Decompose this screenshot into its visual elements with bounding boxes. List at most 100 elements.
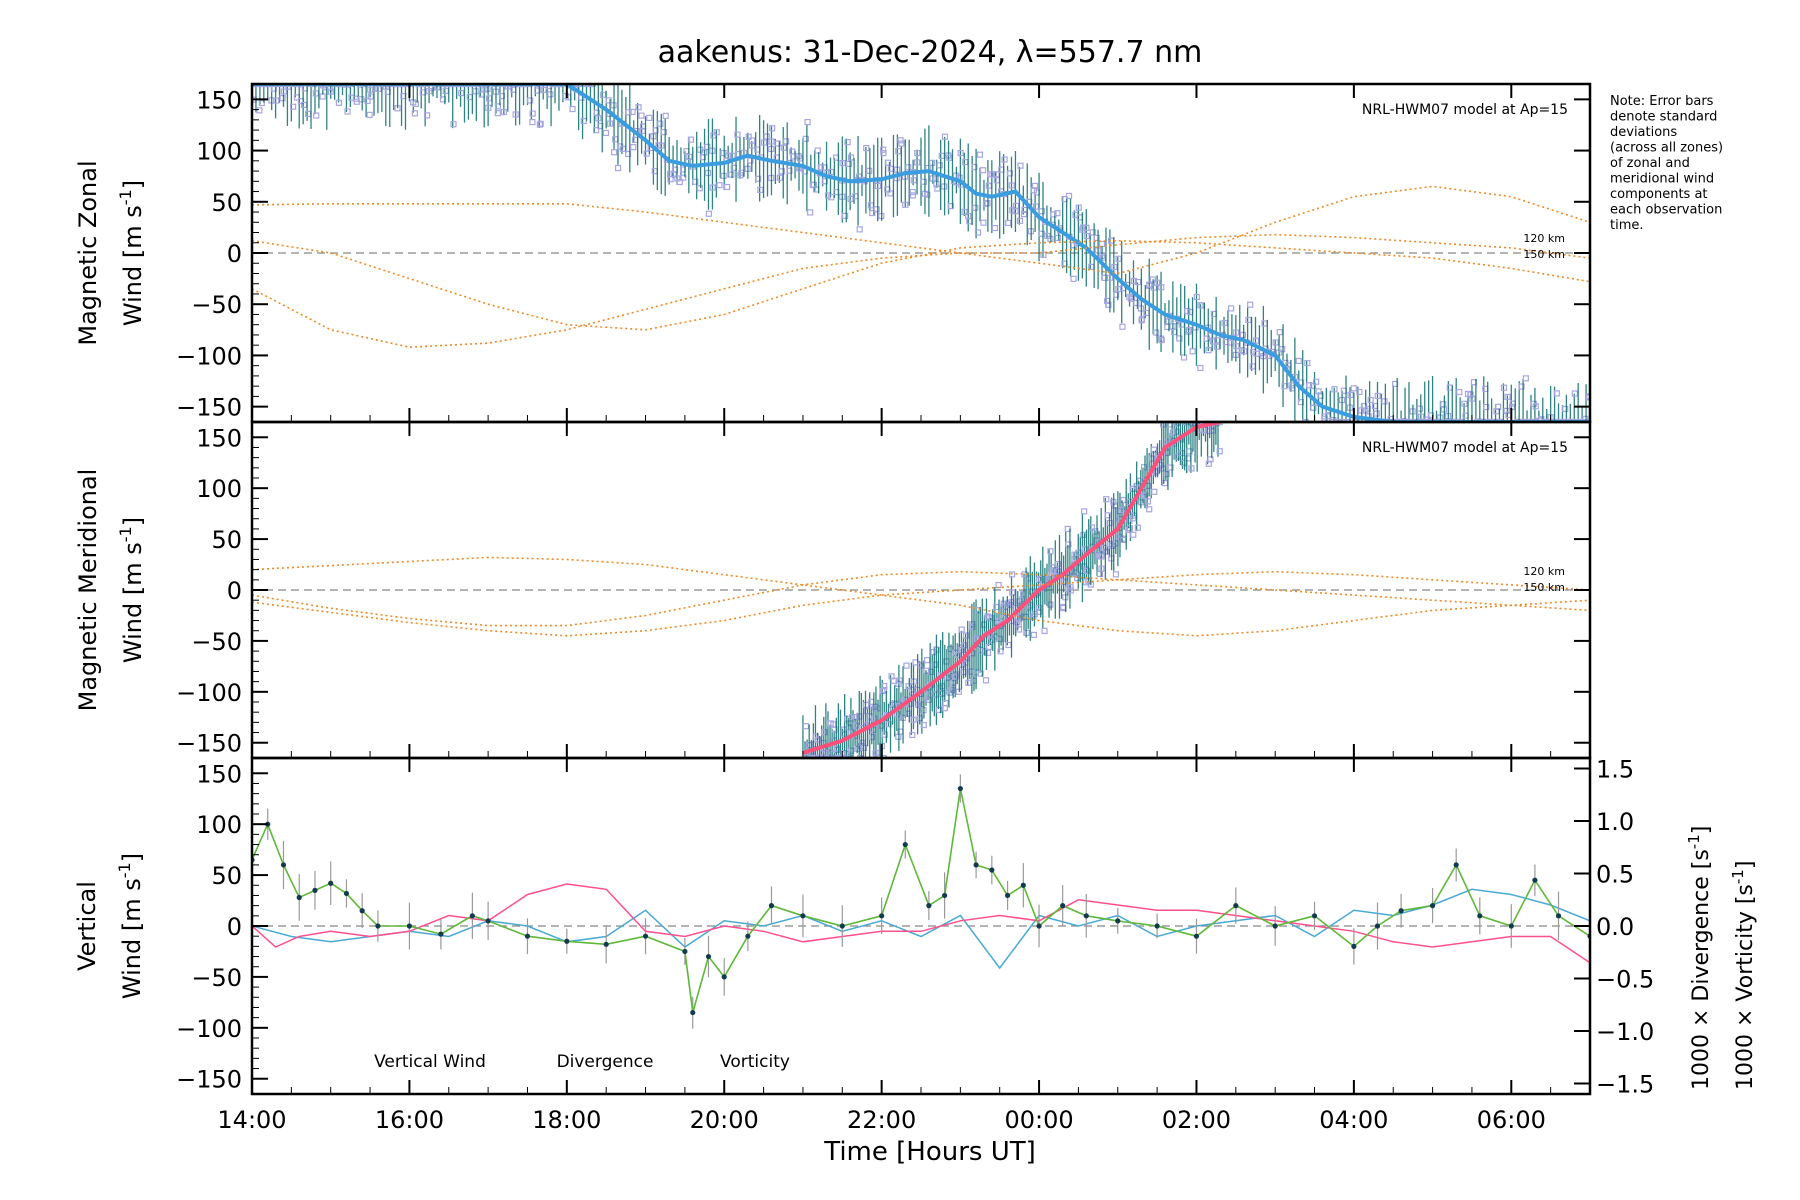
sample-point [734,131,741,138]
sample-point [989,171,996,178]
sample-point [313,112,320,119]
vertical-wind-point [1311,913,1318,919]
vertical-wind-point [642,933,649,939]
sample-point [979,167,987,174]
y-tick-label: 100 [196,138,242,166]
sample-point [407,84,414,88]
sample-point [728,171,735,178]
sample-point [1567,418,1574,422]
sample-point [274,84,281,88]
sample-point [696,185,703,192]
vertical-wind-point [1398,908,1404,914]
sample-point [1169,429,1176,436]
sample-point [521,84,529,88]
sample-point [1522,375,1529,382]
vertical-wind-point [603,941,609,947]
sample-point [344,108,351,115]
sample-point [1054,210,1061,217]
vertical-wind-point [1555,913,1562,919]
sample-point [1193,293,1200,301]
sample-point [1098,553,1105,560]
sample-point [713,129,720,136]
sample-point [494,110,501,117]
sample-point [1138,316,1146,323]
y2-tick-label: −1.5 [1596,1071,1654,1099]
sample-point [845,160,853,167]
sample-point [336,84,343,88]
vertical-wind-point [768,903,775,909]
sample-point [974,229,982,236]
sample-point [1396,418,1403,422]
sample-point [1521,418,1529,422]
plot-area [252,422,1590,758]
y-tick-label: −50 [191,628,242,656]
sample-point [828,194,835,201]
x-tick-label: 14:00 [217,1106,286,1134]
sample-point [534,84,541,88]
sample-point [1350,385,1357,392]
sample-point [1088,263,1095,271]
sample-point [920,178,927,185]
sample-point [860,744,868,751]
sample-point [852,714,859,721]
sample-point [454,84,461,88]
sample-point [1488,418,1496,422]
y-tick-label: −150 [176,730,242,758]
sample-point [780,144,787,151]
height-label: 120 km [1523,565,1565,578]
sample-point [1331,386,1338,393]
y2-tick-label: 0.0 [1596,913,1634,941]
sample-point [814,736,822,743]
sample-point [760,139,768,146]
vertical-wind-point [839,923,845,929]
model-curve [252,570,1590,637]
x-tick-label: 06:00 [1477,1106,1546,1134]
sample-point [461,84,469,88]
sample-point [569,105,576,113]
x-axis-label: Time [Hours UT] [823,1137,1036,1167]
y-label-line2: Wind [m s-1] [116,517,147,663]
vertical-wind-point [1154,923,1160,929]
vertical-wind-point [524,933,531,939]
sample-point [624,150,632,158]
sample-point [1550,418,1558,422]
sample-point [325,84,332,88]
sample-point [381,84,388,88]
sample-point [1032,203,1040,210]
sample-point [774,140,781,147]
y-tick-label: 100 [196,475,242,503]
sample-point [932,175,939,182]
height-label: 120 km [1523,232,1565,245]
sample-point [1189,348,1196,355]
sample-point [1150,284,1158,291]
sample-point [957,149,964,157]
sample-point [494,103,501,110]
sample-point [680,174,687,181]
sample-point [984,613,991,620]
sample-point [1216,448,1223,455]
y-tick-label: −150 [176,1066,242,1094]
chart-title: aakenus: 31-Dec-2024, λ=557.7 nm [658,35,1203,70]
sample-point [977,670,984,677]
sample-point [1374,392,1381,400]
sample-point [595,115,602,122]
height-label: 150 km [1523,581,1565,594]
sample-point [1500,384,1508,391]
model-label: NRL-HWM07 model at Ap=15 [1362,102,1568,118]
sample-point [863,144,870,152]
sample-point [602,129,610,137]
sample-point [993,177,1000,184]
sample-point [1176,335,1183,342]
vertical-wind-point [1477,913,1483,919]
sample-point [1329,418,1336,422]
sample-point [725,152,732,159]
sample-point [1081,546,1089,553]
sample-point [1427,412,1434,419]
sample-point [709,184,716,191]
sample-point [540,86,547,93]
sample-point [1518,383,1525,390]
sample-point [1050,211,1057,218]
x-tick-label: 02:00 [1162,1106,1231,1134]
y-tick-label: 0 [227,577,242,605]
sample-point [339,84,347,88]
